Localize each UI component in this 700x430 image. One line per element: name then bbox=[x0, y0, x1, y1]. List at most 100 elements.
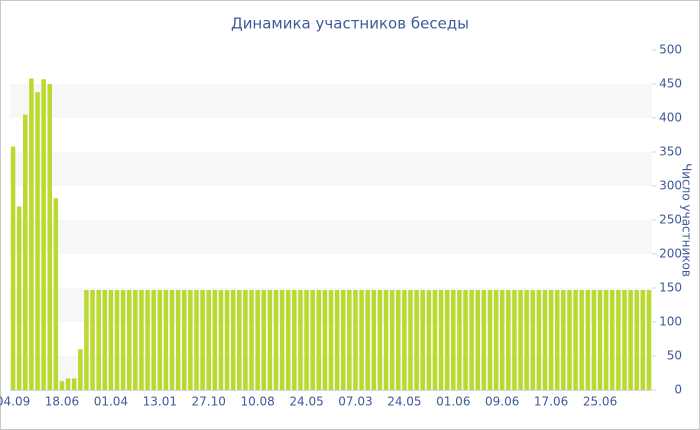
bar bbox=[218, 290, 224, 390]
bar bbox=[322, 290, 328, 390]
bar bbox=[206, 290, 211, 390]
bar bbox=[591, 290, 597, 390]
bar bbox=[530, 290, 536, 390]
x-tick-label: 10.08 bbox=[240, 395, 274, 409]
bar bbox=[53, 198, 59, 390]
bar bbox=[640, 290, 646, 390]
bar bbox=[585, 290, 591, 390]
bar bbox=[561, 290, 566, 390]
bar bbox=[463, 290, 468, 390]
bar bbox=[261, 290, 267, 390]
bar bbox=[243, 290, 248, 390]
bar bbox=[340, 290, 346, 390]
grid-band bbox=[10, 84, 652, 118]
bar bbox=[151, 290, 156, 390]
bar bbox=[71, 378, 77, 390]
bar bbox=[359, 290, 364, 390]
bar bbox=[157, 290, 163, 390]
bar bbox=[567, 290, 572, 390]
bar bbox=[65, 378, 71, 390]
bar bbox=[41, 79, 46, 391]
bar bbox=[334, 290, 340, 390]
bar bbox=[181, 290, 187, 390]
bar bbox=[481, 290, 487, 390]
bar bbox=[579, 290, 584, 390]
bar bbox=[469, 290, 474, 390]
x-tick-label: 01.06 bbox=[436, 395, 470, 409]
grid-band bbox=[10, 220, 652, 254]
bar bbox=[475, 290, 481, 390]
bar bbox=[499, 290, 505, 390]
bar bbox=[29, 78, 34, 390]
bar bbox=[230, 290, 236, 390]
x-tick-label: 09.06 bbox=[485, 395, 519, 409]
y-tick-label: 300 bbox=[659, 179, 682, 193]
x-tick-label: 24.05 bbox=[289, 395, 323, 409]
bar bbox=[35, 92, 40, 390]
y-tick-label: 400 bbox=[659, 111, 682, 125]
bar bbox=[328, 290, 334, 390]
bar bbox=[84, 290, 89, 390]
bar bbox=[524, 290, 529, 390]
bar bbox=[175, 290, 181, 390]
y-tick-label: 50 bbox=[667, 349, 682, 363]
bar bbox=[616, 290, 621, 390]
x-tick-label: 24.05 bbox=[387, 395, 421, 409]
grid-band bbox=[10, 152, 652, 186]
bar bbox=[16, 206, 22, 390]
bar bbox=[451, 290, 456, 390]
bar bbox=[512, 290, 517, 390]
x-tick-label: 04.09 bbox=[0, 395, 30, 409]
y-tick-label: 450 bbox=[659, 77, 682, 91]
x-tick-label: 25.06 bbox=[583, 395, 617, 409]
bar bbox=[267, 290, 273, 390]
bar bbox=[224, 290, 230, 390]
bar bbox=[347, 290, 352, 390]
bar bbox=[90, 290, 95, 390]
y-tick-label: 250 bbox=[659, 213, 682, 227]
bar bbox=[554, 290, 560, 390]
bar bbox=[169, 290, 175, 390]
chart-title: Динамика участников беседы bbox=[231, 15, 469, 33]
bar bbox=[249, 290, 254, 390]
bar bbox=[548, 290, 554, 390]
bar bbox=[163, 290, 169, 390]
bar bbox=[78, 349, 83, 390]
bar bbox=[493, 290, 499, 390]
bar bbox=[383, 290, 389, 390]
bar bbox=[47, 84, 53, 390]
bar bbox=[310, 290, 315, 390]
bar bbox=[634, 290, 639, 390]
bar bbox=[10, 146, 16, 390]
bar bbox=[371, 290, 377, 390]
bar bbox=[298, 290, 303, 390]
bar bbox=[389, 290, 395, 390]
bar bbox=[444, 290, 450, 390]
bar bbox=[457, 290, 462, 390]
bar bbox=[395, 290, 401, 390]
bar bbox=[377, 290, 383, 390]
x-tick-label: 13.01 bbox=[143, 395, 177, 409]
bar bbox=[23, 114, 28, 390]
y-axis-title: Число участников bbox=[680, 163, 694, 277]
bar bbox=[304, 290, 309, 390]
bar bbox=[402, 290, 407, 390]
bar bbox=[114, 290, 120, 390]
y-tick-label: 0 bbox=[674, 383, 682, 397]
bar bbox=[518, 290, 523, 390]
bar bbox=[237, 290, 242, 390]
bar bbox=[438, 290, 444, 390]
bar bbox=[536, 290, 542, 390]
bar bbox=[603, 290, 609, 390]
x-tick-label: 18.06 bbox=[45, 395, 79, 409]
x-tick-label: 07.03 bbox=[338, 395, 372, 409]
bar bbox=[120, 290, 126, 390]
x-tick-label: 17.06 bbox=[534, 395, 568, 409]
x-tick-label: 27.10 bbox=[192, 395, 226, 409]
bar bbox=[145, 290, 150, 390]
bar bbox=[96, 290, 101, 390]
bar bbox=[292, 290, 297, 390]
bar bbox=[414, 290, 419, 390]
bar bbox=[200, 290, 205, 390]
bar bbox=[212, 290, 218, 390]
